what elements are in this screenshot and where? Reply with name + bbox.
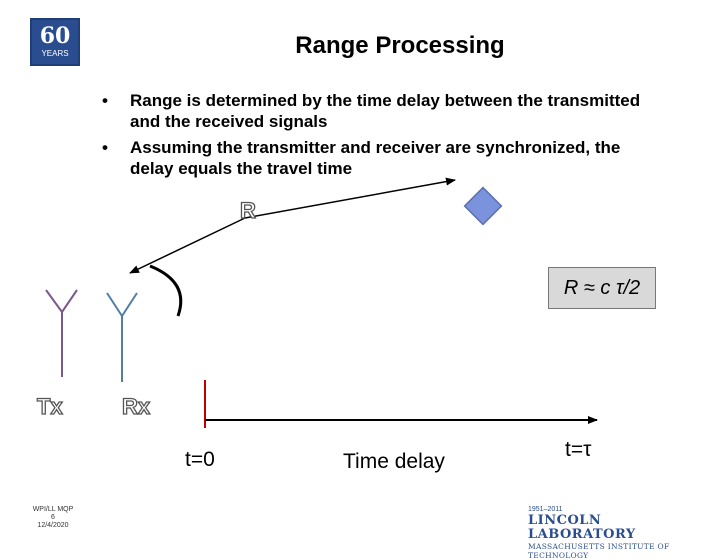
bullet-dot: •	[102, 91, 108, 110]
bullet-dot: •	[102, 138, 108, 157]
logo-label: YEARS	[41, 49, 69, 58]
target-diamond	[463, 186, 503, 226]
radar-range-diagram	[45, 177, 598, 428]
bullet-item: • Assuming the transmitter and receiver …	[102, 137, 662, 179]
lincoln-laboratory-logo: 1951–2011 LINCOLN LABORATORY MASSACHUSET…	[528, 506, 688, 560]
footer-page-number: 6	[51, 514, 55, 521]
bullet-list: • Range is determined by the time delay …	[102, 90, 662, 184]
t0-label: t=0	[185, 448, 215, 471]
rx-label: Rx	[121, 393, 151, 419]
sixty-years-logo: 60 YEARS	[30, 18, 80, 66]
time-delay-label: Time delay	[343, 450, 445, 473]
tx-antenna	[45, 289, 78, 377]
tau-label: t=τ	[565, 438, 592, 461]
tx-label: Tx	[36, 393, 63, 419]
lincoln-name: LINCOLN LABORATORY	[528, 513, 636, 542]
slide-title: Range Processing	[295, 32, 505, 59]
logo-number: 60	[39, 23, 71, 49]
lincoln-years: 1951–2011	[528, 506, 563, 513]
lincoln-subtitle: MASSACHUSETTS INSTITUTE OF TECHNOLOGY	[528, 542, 670, 560]
footer-info: WPI/LL MQP 6 12/4/2020	[28, 506, 78, 530]
range-arrow	[244, 177, 456, 219]
wavefront-arc	[149, 264, 183, 317]
range-arrow-return	[129, 217, 246, 274]
bullet-item: • Range is determined by the time delay …	[102, 90, 662, 132]
formula-box: R ≈ c τ/2	[548, 267, 656, 309]
footer-date: 12/4/2020	[37, 522, 69, 529]
bullet-text: Range is determined by the time delay be…	[130, 91, 641, 131]
footer-line: WPI/LL MQP	[32, 506, 74, 513]
rx-antenna	[106, 292, 138, 382]
bullet-text: Assuming the transmitter and receiver ar…	[130, 138, 621, 178]
range-label: R	[239, 197, 256, 223]
